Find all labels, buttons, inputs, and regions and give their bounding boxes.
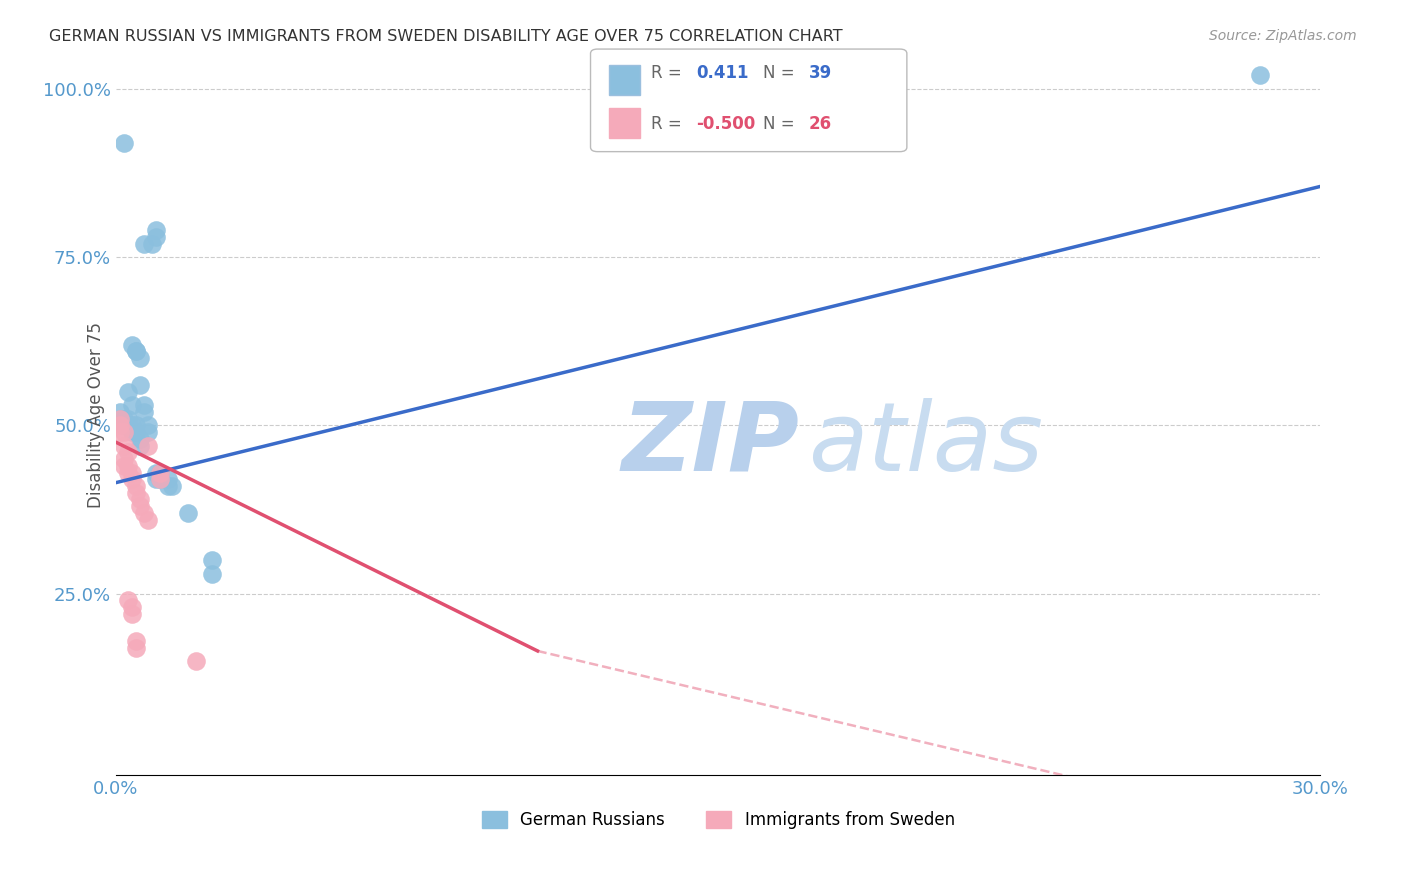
Point (117, 466, 139, 480)
Point (136, 513, 159, 527)
Point (145, 223, 167, 237)
Point (125, 485, 148, 500)
Text: -0.500: -0.500 (696, 115, 755, 133)
Point (112, 418, 135, 433)
Text: N =: N = (763, 63, 800, 82)
Text: 26: 26 (808, 115, 831, 133)
Point (112, 458, 135, 473)
Point (112, 411, 135, 425)
Point (132, 405, 155, 419)
Point (125, 344, 148, 359)
Point (121, 398, 143, 412)
Text: GERMAN RUSSIAN VS IMMIGRANTS FROM SWEDEN DISABILITY AGE OVER 75 CORRELATION CHAR: GERMAN RUSSIAN VS IMMIGRANTS FROM SWEDEN… (49, 29, 842, 44)
Point (149, 472, 172, 486)
Point (121, 418, 143, 433)
Text: R =: R = (651, 115, 688, 133)
Point (132, 236, 155, 251)
Point (136, 439, 159, 453)
Point (108, 411, 131, 425)
Point (112, 425, 135, 439)
Point (108, 411, 131, 425)
Point (125, 640, 148, 655)
Point (145, 230, 167, 244)
Point (117, 593, 139, 607)
Point (121, 425, 143, 439)
Point (149, 466, 172, 480)
Legend: German Russians, Immigrants from Sweden: German Russians, Immigrants from Sweden (475, 804, 962, 836)
Point (121, 472, 143, 486)
Point (125, 418, 148, 433)
Point (136, 418, 159, 433)
Point (145, 466, 167, 480)
Point (136, 425, 159, 439)
Point (149, 472, 172, 486)
Point (129, 492, 152, 507)
Point (121, 466, 143, 480)
Point (125, 479, 148, 493)
Point (201, 566, 224, 581)
Point (117, 458, 139, 473)
Point (160, 479, 183, 493)
Point (129, 432, 152, 446)
Point (117, 418, 139, 433)
Point (125, 344, 148, 359)
Point (112, 452, 135, 467)
Point (129, 499, 152, 513)
Point (186, 654, 208, 668)
Point (132, 506, 155, 520)
Y-axis label: Disability Age Over 75: Disability Age Over 75 (87, 322, 105, 508)
Text: R =: R = (651, 63, 688, 82)
Text: ZIP: ZIP (621, 398, 800, 491)
Text: 39: 39 (808, 63, 832, 82)
Point (108, 405, 131, 419)
Text: N =: N = (763, 115, 800, 133)
Point (132, 398, 155, 412)
Point (129, 351, 152, 365)
Point (121, 337, 143, 351)
Point (145, 472, 167, 486)
Point (117, 445, 139, 459)
Text: 0.411: 0.411 (696, 63, 748, 82)
Point (1249, 68, 1271, 82)
Point (129, 439, 152, 453)
Point (121, 607, 143, 621)
Point (112, 136, 135, 150)
Point (129, 378, 152, 392)
Point (141, 236, 163, 251)
Text: Source: ZipAtlas.com: Source: ZipAtlas.com (1209, 29, 1357, 43)
Point (121, 600, 143, 615)
Point (201, 553, 224, 567)
Point (157, 479, 180, 493)
Text: atlas: atlas (808, 398, 1043, 491)
Point (125, 633, 148, 648)
Point (149, 466, 172, 480)
Point (177, 506, 200, 520)
Point (108, 425, 131, 439)
Point (112, 439, 135, 453)
Point (108, 418, 131, 433)
Point (157, 472, 180, 486)
Point (117, 384, 139, 399)
Point (117, 411, 139, 425)
Point (125, 425, 148, 439)
